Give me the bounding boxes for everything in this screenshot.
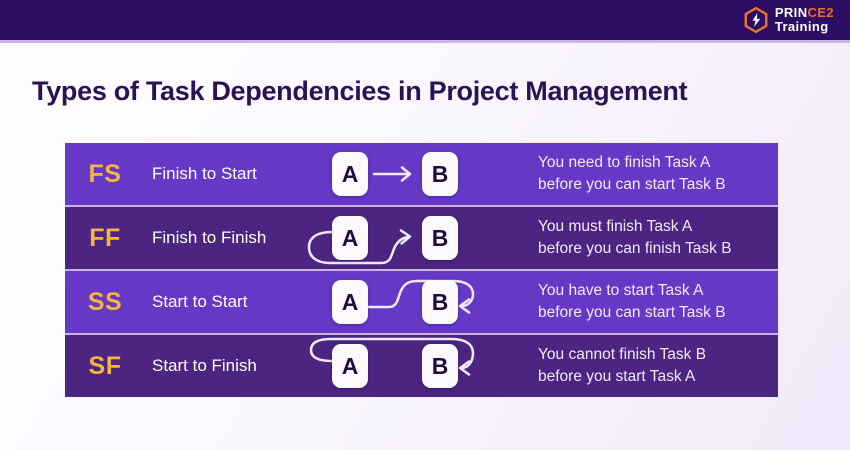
prince2-brand-logo: PRINCE2 Training [743, 6, 834, 34]
dependency-description: You cannot finish Task B before you star… [538, 344, 778, 389]
dependency-code: SF [88, 351, 122, 380]
task-b-box: B [422, 152, 458, 196]
table-row-fs: FS Finish to Start A B You need to finis… [65, 143, 778, 205]
prince2-hexagon-icon [744, 6, 768, 34]
page-title: Types of Task Dependencies in Project Ma… [32, 76, 688, 106]
task-a-box: A [332, 344, 368, 388]
description-line-1: You have to start Task A [538, 281, 704, 299]
brand-text: PRINCE2 Training [775, 6, 834, 33]
table-row-sf: SF Start to Finish A B You cannot finish… [65, 335, 778, 397]
start-to-start-arrow [366, 279, 475, 314]
task-a-box: A [332, 152, 368, 196]
dependency-description: You have to start Task A before you can … [538, 280, 778, 325]
finish-to-finish-arrow [307, 229, 412, 265]
description-line-1: You cannot finish Task B [538, 345, 707, 363]
dependency-diagram: A B [297, 271, 492, 333]
dependency-diagram: A B [297, 207, 492, 269]
task-b-box: B [422, 280, 458, 324]
finish-to-start-arrow [372, 166, 412, 182]
dependency-description: You need to finish Task A before you can… [538, 152, 778, 197]
dependency-label: Start to Start [152, 292, 248, 311]
header-bar: PRINCE2 Training [0, 0, 850, 43]
task-a-box: A [332, 280, 368, 324]
description-line-1: You need to finish Task A [538, 153, 711, 171]
dependency-label: Finish to Finish [152, 228, 267, 247]
dependency-code: FS [88, 159, 122, 188]
dependency-code: FF [89, 223, 121, 252]
description-line-2: before you can finish Task B [538, 240, 732, 257]
description-line-2: before you can start Task B [538, 176, 726, 193]
brand-subtitle: Training [774, 19, 829, 34]
task-b-box: B [422, 216, 458, 260]
dependency-label: Finish to Start [152, 164, 257, 183]
dependency-label: Start to Finish [152, 356, 257, 375]
brand-name: PRINCE2 [774, 5, 834, 21]
task-a-box: A [332, 216, 368, 260]
dependency-diagram: A B [297, 335, 492, 397]
table-row-ss: SS Start to Start A B You have to start … [65, 271, 778, 333]
dependency-table: FS Finish to Start A B You need to finis… [65, 143, 778, 397]
dependency-code: SS [87, 287, 123, 316]
description-line-2: before you can start Task B [538, 304, 726, 321]
start-to-finish-arrow [309, 337, 475, 376]
description-line-1: You must finish Task A [538, 217, 693, 235]
table-row-ff: FF Finish to Finish A B You must finish … [65, 207, 778, 269]
description-line-2: before you start Task A [538, 368, 696, 385]
dependency-diagram: A B [297, 143, 492, 205]
dependency-description: You must finish Task A before you can fi… [538, 216, 778, 261]
task-b-box: B [422, 344, 458, 388]
